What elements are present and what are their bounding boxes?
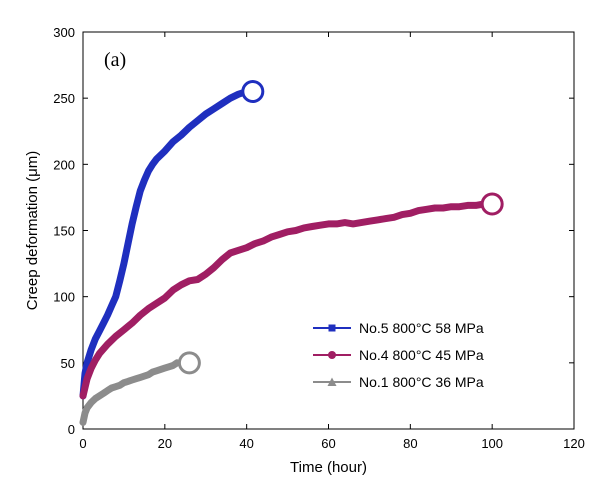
series-line-no-1-800-c-36-mpa: [79, 359, 181, 426]
y-axis-ticks: 0 50 100 150 200 250 300: [53, 25, 574, 437]
legend-item: No.5 800°C 58 MPa: [313, 320, 484, 336]
rupture-point: [177, 351, 201, 375]
x-axis-title: Time (hour): [290, 459, 367, 476]
panel-label: (a): [104, 49, 126, 71]
x-tick-label: 80: [403, 436, 417, 451]
x-axis-ticks: 0 20 40 60 80 100 120: [79, 32, 585, 451]
y-tick-label: 50: [61, 356, 75, 371]
series-layer: [79, 88, 496, 426]
square-marker: [328, 324, 336, 332]
x-tick-label: 100: [481, 436, 503, 451]
legend-label: No.4 800°C 45 MPa: [359, 347, 484, 363]
y-tick-label: 150: [53, 224, 75, 239]
x-tick-label: 20: [158, 436, 172, 451]
x-tick-label: 0: [79, 436, 86, 451]
y-tick-label: 100: [53, 290, 75, 305]
series-line-no-4-800-c-45-mpa: [79, 200, 496, 400]
legend-label: No.5 800°C 58 MPa: [359, 320, 484, 336]
legend: No.5 800°C 58 MPa No.4 800°C 45 MPa No.1 8…: [313, 320, 484, 390]
x-tick-label: 40: [239, 436, 253, 451]
x-tick-label: 60: [321, 436, 335, 451]
legend-item: No.1 800°C 36 MPa: [313, 374, 484, 390]
y-tick-label: 250: [53, 91, 75, 106]
y-axis-title: Creep deformation (μm): [24, 151, 41, 311]
rupture-point: [241, 80, 265, 104]
rupture-markers: [177, 80, 504, 375]
y-tick-label: 300: [53, 25, 75, 40]
legend-label: No.1 800°C 36 MPa: [359, 374, 484, 390]
circle-marker: [328, 351, 336, 359]
legend-item: No.4 800°C 45 MPa: [313, 347, 484, 363]
x-tick-label: 120: [563, 436, 585, 451]
series-line-no-5-800-c-58-mpa: [79, 88, 251, 400]
y-tick-label: 0: [68, 422, 75, 437]
y-tick-label: 200: [53, 157, 75, 172]
rupture-point: [480, 192, 504, 216]
triangle-marker: [327, 377, 337, 386]
